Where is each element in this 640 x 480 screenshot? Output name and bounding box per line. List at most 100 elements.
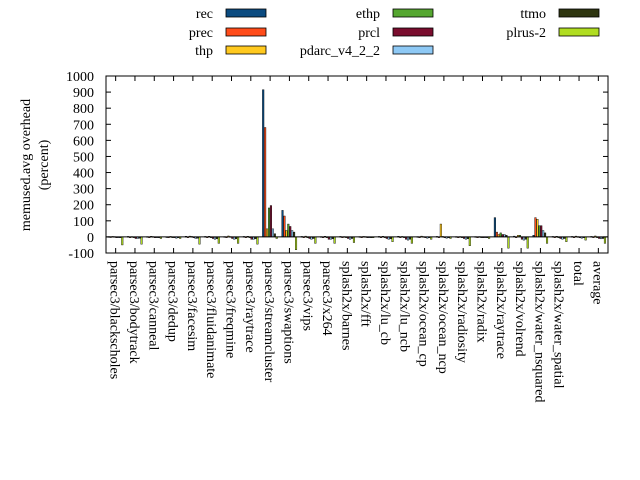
x-tick-label: splash2x/barnes	[338, 261, 353, 350]
bar-plrus-2	[333, 236, 336, 244]
bar-plrus-2	[391, 236, 394, 242]
bar-plrus-2	[603, 236, 606, 244]
x-tick-label: splash2x/ocean_ncp	[435, 261, 450, 374]
bar-plrus-2	[546, 236, 549, 244]
legend-label: thp	[195, 44, 213, 59]
x-tick-label: parsec3/freqmine	[223, 261, 238, 358]
bar-prcl	[540, 225, 543, 238]
legend-label: prcl	[358, 26, 380, 41]
legend-label: plrus-2	[506, 26, 546, 41]
x-tick-label: parsec3/bodytrack	[126, 261, 141, 364]
x-tick-label: splash2x/lu_cb	[377, 261, 392, 345]
legend-swatch-plrus-2	[558, 27, 600, 37]
bar-plrus-2	[237, 236, 240, 244]
x-tick-label: splash2x/radix	[474, 261, 489, 343]
plot-frame	[105, 75, 609, 254]
bar-ethp	[499, 232, 502, 238]
x-tick-label: parsec3/canneal	[145, 261, 160, 350]
bars-group	[107, 89, 606, 250]
legend-swatch-thp	[225, 45, 267, 55]
bar-plrus-2	[121, 236, 124, 246]
legend-swatch-prcl	[392, 27, 434, 37]
y-tick-label: 900	[73, 86, 94, 101]
bar-plrus-2	[256, 236, 259, 245]
bar-plrus-2	[468, 236, 471, 246]
bar-prec	[264, 127, 267, 238]
bar-ttmo	[544, 232, 547, 238]
bar-thp	[439, 223, 442, 238]
bar-pdarc_v4_2_2	[291, 230, 294, 238]
legend-label: rec	[196, 7, 213, 22]
x-tick-label: parsec3/facesim	[184, 261, 199, 351]
bar-ethp	[267, 207, 271, 238]
y-tick-label: 700	[73, 118, 94, 133]
y-tick-label: 100	[73, 215, 94, 230]
x-tick-label: splash2x/water_spatial	[551, 261, 566, 389]
bar-ttmo	[293, 231, 296, 238]
legend-swatch-pdarc_v4_2_2	[392, 45, 434, 55]
bar-prcl	[269, 205, 272, 238]
y-axis-label-unit: (percent)	[37, 139, 52, 190]
legend: rec prec thp ethp prcl pdarc_v4_2_2 ttmo plrus-…	[189, 7, 600, 59]
legend-swatch-prec	[225, 27, 267, 37]
x-tick-label: total	[570, 261, 585, 286]
bar-plrus-2	[198, 236, 201, 245]
bar-prec	[283, 215, 286, 238]
legend-swatch-rec	[225, 8, 267, 18]
legend-label: ethp	[356, 7, 380, 22]
bar-plrus-2	[526, 236, 529, 249]
bar-plrus-2	[140, 236, 143, 245]
x-tick-label: splash2x/water_nsquared	[531, 261, 546, 403]
bar-pdarc_v4_2_2	[271, 228, 274, 238]
y-tick-label: 200	[73, 199, 94, 214]
bar-thp	[285, 230, 288, 238]
bar-prec	[495, 231, 498, 238]
y-tick-label: 500	[73, 150, 94, 165]
y-tick-label: 400	[73, 167, 94, 182]
x-tick-label: splash2x/volrend	[512, 261, 527, 357]
x-tick-label: parsec3/dedup	[165, 261, 180, 342]
y-tick-label: 300	[73, 183, 94, 198]
x-axis: parsec3/blackscholes parsec3/bodytrack par…	[107, 76, 604, 403]
y-axis-label: memused.avg overhead	[19, 99, 34, 231]
bar-plrus-2	[314, 236, 317, 244]
x-tick-label: splash2x/ocean_cp	[416, 261, 431, 367]
plot-area	[105, 75, 609, 254]
bar-plrus-2	[507, 236, 510, 249]
y-tick-label: 800	[73, 102, 94, 117]
y-tick-label: 1000	[66, 70, 94, 85]
bar-pdarc_v4_2_2	[542, 230, 545, 238]
bar-plrus-2	[565, 236, 568, 242]
x-tick-label: parsec3/swaptions	[280, 261, 295, 364]
bar-prec	[534, 217, 537, 238]
x-tick-label: parsec3/fluidanimate	[203, 261, 218, 378]
x-tick-label: splash2x/radiosity	[454, 261, 469, 363]
x-tick-label: parsec3/vips	[300, 261, 315, 331]
y-tick-label: -100	[68, 247, 94, 262]
x-tick-label: parsec3/blackscholes	[107, 261, 122, 379]
bar-rec	[281, 210, 284, 238]
bar-plrus-2	[295, 236, 298, 250]
bar-rec	[262, 89, 265, 238]
x-tick-label: average	[589, 261, 604, 305]
bar-ethp	[538, 225, 541, 238]
legend-label: ttmo	[520, 7, 546, 22]
bar-ethp	[287, 223, 290, 238]
bar-plrus-2	[410, 236, 413, 244]
x-tick-label: parsec3/x264	[319, 261, 334, 336]
legend-label: pdarc_v4_2_2	[300, 44, 380, 59]
bar-plrus-2	[352, 236, 355, 243]
bar-rec	[493, 217, 496, 238]
y-tick-label: 600	[73, 134, 94, 149]
x-tick-label: splash2x/raytrace	[493, 261, 508, 359]
bar-prcl	[289, 226, 292, 238]
x-tick-label: splash2x/lu_ncb	[396, 261, 411, 352]
x-tick-label: parsec3/raytrace	[242, 261, 257, 353]
x-tick-label: splash2x/fft	[358, 261, 373, 327]
bar-plrus-2	[217, 236, 220, 244]
x-tick-label: parsec3/streamcluster	[261, 261, 276, 383]
legend-label: prec	[189, 26, 213, 41]
y-tick-label: 0	[87, 231, 94, 246]
